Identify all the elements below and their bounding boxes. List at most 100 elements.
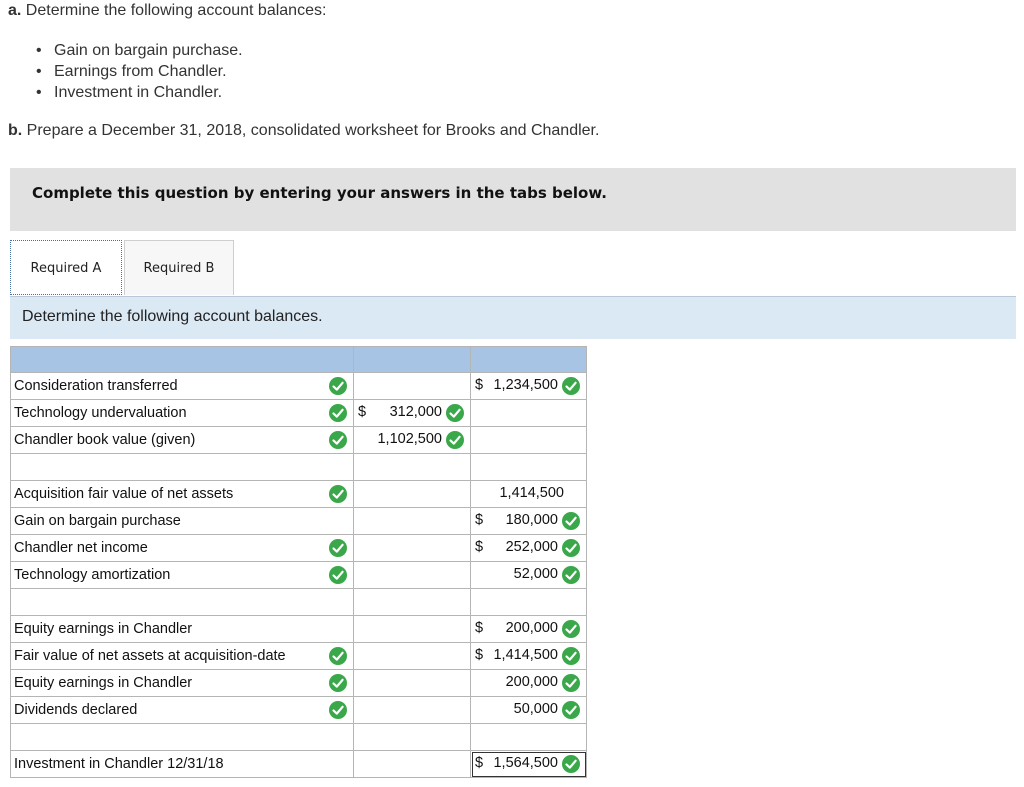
account-label: Chandler book value (given) — [14, 432, 196, 448]
amount-cell[interactable] — [353, 615, 471, 643]
banner-text: Complete this question by entering your … — [32, 184, 607, 202]
total-cell[interactable]: 1,414,500 — [470, 480, 587, 508]
total-cell[interactable]: $1,234,500 — [470, 372, 587, 400]
total-cell[interactable]: 52,000 — [470, 561, 587, 589]
check-icon — [329, 539, 347, 557]
table-row: Investment in Chandler 12/31/18 $1,564,50… — [10, 750, 587, 778]
account-label: Acquisition fair value of net assets — [14, 486, 234, 502]
check-icon — [329, 404, 347, 422]
part-a-label: a. — [8, 2, 22, 19]
total-cell[interactable] — [470, 588, 587, 616]
account-label-cell[interactable]: Dividends declared — [10, 696, 354, 724]
amount-cell[interactable] — [353, 561, 471, 589]
account-label: Gain on bargain purchase — [14, 513, 181, 529]
currency-symbol: $ — [475, 512, 484, 528]
account-label-cell[interactable]: Acquisition fair value of net assets — [10, 480, 354, 508]
list-item: Investment in Chandler. — [36, 82, 243, 103]
amount-cell[interactable] — [353, 507, 471, 535]
table-row: Gain on bargain purchase $180,000 — [10, 507, 587, 535]
table-row: Equity earnings in Chandler 200,000 — [10, 669, 587, 697]
account-label-cell[interactable]: Chandler net income — [10, 534, 354, 562]
account-label-cell[interactable]: Gain on bargain purchase — [10, 507, 354, 535]
account-label-cell[interactable]: Chandler book value (given) — [10, 426, 354, 454]
total-cell[interactable]: $180,000 — [470, 507, 587, 535]
check-icon — [329, 485, 347, 503]
total-cell[interactable] — [470, 453, 587, 481]
tab-required-b[interactable]: Required B — [124, 240, 234, 295]
check-icon — [329, 377, 347, 395]
check-icon — [329, 431, 347, 449]
amount-cell[interactable] — [353, 669, 471, 697]
part-a-description: Determine the following account balances… — [21, 2, 327, 19]
account-label-cell[interactable]: Equity earnings in Chandler — [10, 669, 354, 697]
part-b-description: Prepare a December 31, 2018, consolidate… — [22, 122, 600, 139]
part-a-text: a. Determine the following account balan… — [8, 2, 326, 20]
total-value: 200,000 — [505, 620, 558, 636]
amount-cell[interactable] — [353, 534, 471, 562]
amount-cell[interactable] — [353, 723, 471, 751]
check-icon — [562, 620, 580, 638]
spacer-row — [10, 588, 587, 616]
account-label: Technology undervaluation — [14, 405, 187, 421]
account-label: Investment in Chandler 12/31/18 — [14, 756, 224, 772]
total-value: 1,414,500 — [499, 485, 564, 501]
amount-cell[interactable]: $312,000 — [353, 399, 471, 427]
tab-divider — [10, 296, 1016, 297]
amount-cell[interactable] — [353, 372, 471, 400]
total-value: 200,000 — [505, 674, 558, 690]
check-icon — [562, 566, 580, 584]
total-cell[interactable]: $1,414,500 — [470, 642, 587, 670]
amount-cell[interactable] — [353, 750, 471, 778]
currency-symbol: $ — [358, 404, 367, 420]
amount-cell[interactable]: 1,102,500 — [353, 426, 471, 454]
account-label-cell[interactable]: Investment in Chandler 12/31/18 — [10, 750, 354, 778]
amount-cell[interactable] — [353, 480, 471, 508]
total-cell[interactable]: 200,000 — [470, 669, 587, 697]
currency-symbol: $ — [475, 539, 484, 555]
total-value: 1,564,500 — [493, 755, 558, 771]
account-label-cell[interactable]: Technology amortization — [10, 561, 354, 589]
amount-cell[interactable] — [353, 642, 471, 670]
account-label: Technology amortization — [14, 567, 171, 583]
total-value: 252,000 — [505, 539, 558, 555]
table-row: Dividends declared 50,000 — [10, 696, 587, 724]
list-item: Gain on bargain purchase. — [36, 40, 243, 61]
table-row: Chandler net income $252,000 — [10, 534, 587, 562]
total-cell[interactable]: $252,000 — [470, 534, 587, 562]
total-cell[interactable] — [470, 426, 587, 454]
account-label-cell[interactable]: Equity earnings in Chandler — [10, 615, 354, 643]
amount-cell[interactable] — [353, 696, 471, 724]
total-cell[interactable]: 50,000 — [470, 696, 587, 724]
answer-table: Consideration transferred $1,234,500 Techn… — [10, 346, 587, 778]
account-label-cell[interactable] — [10, 588, 354, 616]
account-label-cell[interactable]: Fair value of net assets at acquisition-… — [10, 642, 354, 670]
account-label-cell[interactable] — [10, 453, 354, 481]
amount-cell[interactable] — [353, 588, 471, 616]
table-row: Equity earnings in Chandler $200,000 — [10, 615, 587, 643]
total-value: 52,000 — [513, 566, 558, 582]
account-label: Chandler net income — [14, 540, 148, 556]
total-value: 1,414,500 — [493, 647, 558, 663]
list-item: Earnings from Chandler. — [36, 61, 243, 82]
account-label-cell[interactable]: Technology undervaluation — [10, 399, 354, 427]
currency-symbol: $ — [475, 377, 484, 393]
total-cell[interactable]: $200,000 — [470, 615, 587, 643]
tab-required-a[interactable]: Required A — [10, 240, 122, 295]
header-cell — [353, 346, 471, 373]
table-row: Fair value of net assets at acquisition-… — [10, 642, 587, 670]
amount-cell[interactable] — [353, 453, 471, 481]
instruction-text: Determine the following account balances… — [22, 308, 323, 325]
total-cell[interactable] — [470, 399, 587, 427]
total-cell[interactable]: $1,564,500 — [470, 750, 587, 778]
check-icon — [329, 701, 347, 719]
total-cell[interactable] — [470, 723, 587, 751]
account-label-cell[interactable] — [10, 723, 354, 751]
check-icon — [562, 647, 580, 665]
spacer-row — [10, 723, 587, 751]
table-row: Consideration transferred $1,234,500 — [10, 372, 587, 400]
check-icon — [562, 755, 580, 773]
instructions-banner: Complete this question by entering your … — [10, 168, 1016, 231]
table-row: Chandler book value (given) 1,102,500 — [10, 426, 587, 454]
account-label-cell[interactable]: Consideration transferred — [10, 372, 354, 400]
check-icon — [562, 512, 580, 530]
